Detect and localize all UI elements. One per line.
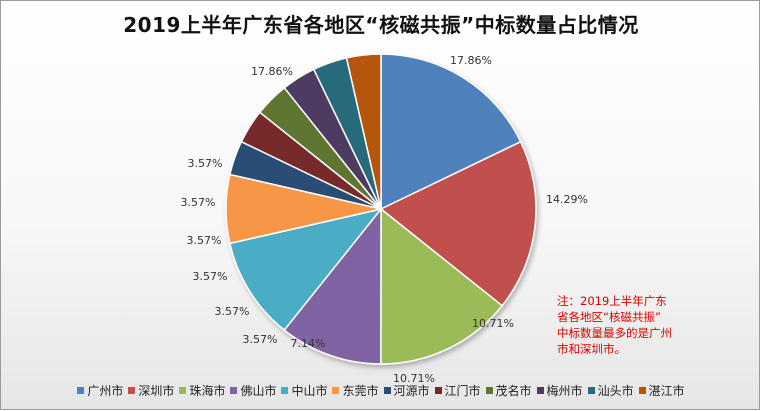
legend-label: 河源市 — [393, 383, 430, 398]
legend-label: 东莞市 — [342, 383, 379, 398]
slice-data-label: 10.71% — [472, 317, 514, 330]
legend-item: 江门市 — [434, 382, 481, 399]
legend-item: 东莞市 — [332, 382, 379, 399]
legend-swatch — [230, 386, 238, 394]
legend-swatch — [179, 386, 187, 394]
legend-swatch — [587, 386, 595, 394]
legend-swatch — [332, 386, 340, 394]
pie-slices — [225, 53, 537, 365]
legend-label: 广州市 — [87, 383, 124, 398]
legend-swatch — [77, 386, 85, 394]
legend-swatch — [383, 386, 391, 394]
legend-swatch — [638, 386, 646, 394]
legend-item: 广州市 — [77, 382, 123, 399]
pie-slice — [345, 53, 382, 210]
slice-data-label: 3.57% — [187, 234, 222, 247]
pie-slice — [380, 53, 522, 211]
legend-label: 佛山市 — [240, 383, 277, 398]
slice-data-label: 3.57% — [181, 196, 216, 209]
note-line: 市和深圳市。 — [557, 342, 626, 356]
legend-item: 茂名市 — [485, 382, 532, 399]
legend-swatch — [434, 386, 442, 394]
legend-label: 珠海市 — [189, 383, 226, 398]
slice-data-label: 17.86% — [450, 54, 492, 67]
slice-data-label: 10.71% — [393, 372, 435, 385]
legend-label: 江门市 — [444, 383, 481, 398]
slice-data-label: 3.57% — [193, 270, 228, 283]
legend-label: 湛江市 — [648, 383, 685, 398]
legend-label: 深圳市 — [138, 383, 175, 398]
legend-swatch — [536, 386, 544, 394]
slice-data-label: 17.86% — [251, 65, 293, 78]
legend-item: 珠海市 — [179, 382, 225, 399]
legend-label: 中山市 — [291, 383, 328, 398]
slice-data-label: 7.14% — [291, 337, 326, 350]
pie-slice — [379, 140, 537, 307]
legend-label: 梅州市 — [546, 383, 583, 398]
slice-data-label: 3.57% — [215, 305, 250, 318]
legend-swatch — [485, 386, 493, 394]
legend-item: 河源市 — [383, 382, 430, 399]
pie-slice — [228, 207, 383, 332]
note-line: 注：2019上半年广东 — [557, 294, 667, 308]
legend-item: 汕头市 — [587, 382, 634, 399]
legend-item: 梅州市 — [536, 382, 583, 399]
legend-item: 深圳市 — [128, 382, 174, 399]
pie-slice — [283, 206, 382, 365]
legend-item: 湛江市 — [638, 382, 685, 399]
slice-data-label: 14.29% — [546, 193, 588, 206]
pie-slice — [380, 207, 504, 365]
note-line: 中标数量最多的是广州 — [557, 326, 672, 340]
legend-swatch — [281, 386, 289, 394]
legend-item: 中山市 — [281, 382, 327, 399]
pie-labels: 17.86% 17.86% 14.29% 10.71% 10.71% 7.14% 3.57%… — [181, 54, 588, 385]
slice-data-label: 3.57% — [243, 333, 278, 346]
legend-label: 汕头市 — [597, 383, 634, 398]
chart-legend: 广州市 深圳市 珠海市 佛山市 中山市 东莞市 河源市 江门市 茂名市 梅州市 汕头市 湛江市 — [1, 380, 760, 400]
note-line: 省各地区“核磁共振” — [557, 310, 661, 324]
chart-title: 2019上半年广东省各地区“核磁共振”中标数量占比情况 — [123, 13, 639, 37]
annotation-note: 注：2019上半年广东 省各地区“核磁共振” 中标数量最多的是广州 市和深圳市。 — [557, 293, 709, 357]
legend-item: 佛山市 — [230, 382, 276, 399]
legend-label: 茂名市 — [495, 383, 532, 398]
slice-data-label: 3.57% — [188, 157, 223, 170]
legend-swatch — [128, 386, 136, 394]
